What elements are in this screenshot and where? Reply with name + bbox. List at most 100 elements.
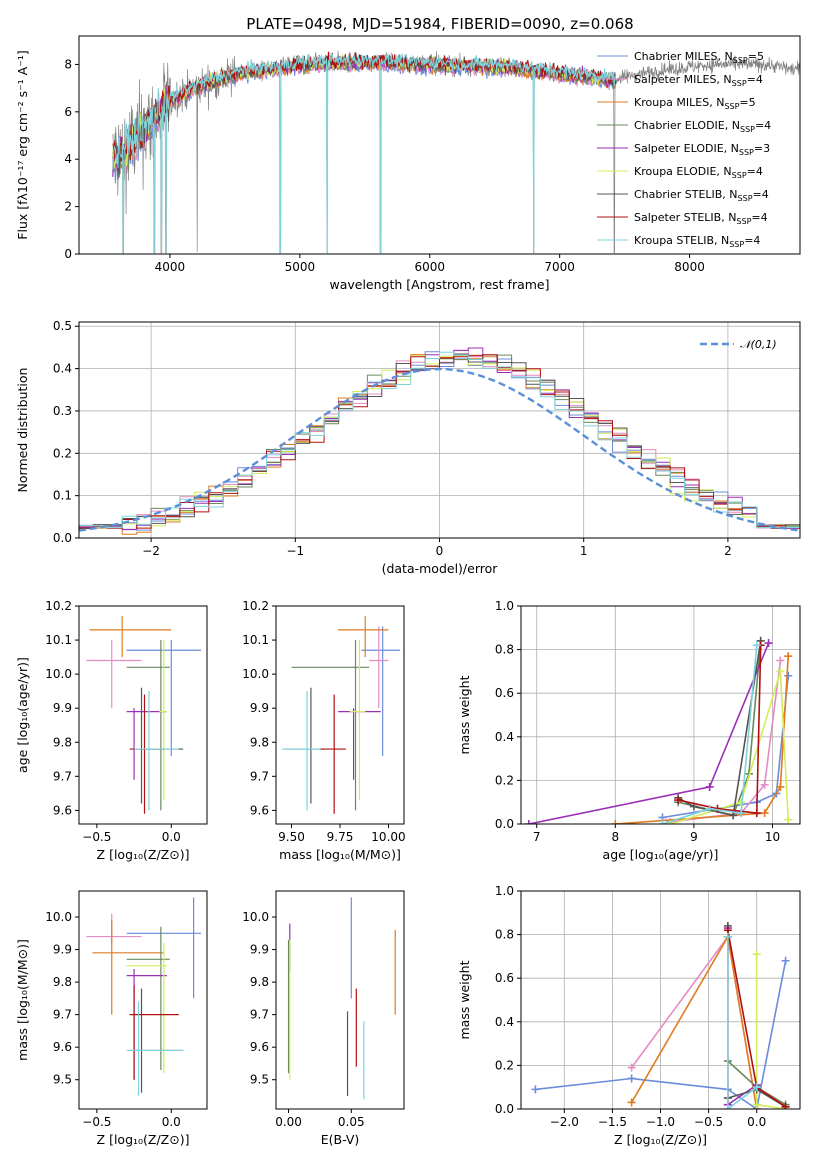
- y-tick-label: 9.5: [53, 1073, 72, 1087]
- legend-text: Kroupa MILES, N: [634, 96, 724, 109]
- weight-point: [760, 780, 769, 789]
- weight-point: [627, 1074, 636, 1083]
- residual-histogram: [79, 351, 800, 529]
- panel-mass_vs_EBV: 0.00 0.05 9.5 9.6 9.7 9.8 9.9 10.0 E(B-V): [242, 890, 405, 1147]
- y-tick-label: 0.1: [53, 489, 72, 503]
- axes-frame: [520, 605, 801, 825]
- y-axis-label: age [log₁₀(age/yr)]: [15, 657, 30, 773]
- weight-series-line: [670, 671, 789, 824]
- legend-entry: Chabrier MILES, NSSP=5: [634, 50, 764, 65]
- weight-point: [752, 1100, 761, 1109]
- y-tick-label: 6: [64, 105, 72, 119]
- x-tick-label: 5000: [285, 260, 316, 274]
- y-tick-label: 1.0: [495, 599, 514, 613]
- x-axis-label: Z [log₁₀(Z/Z⊙)]: [97, 847, 190, 862]
- weight-point: [531, 1085, 540, 1094]
- y-tick-label: 9.9: [250, 701, 269, 715]
- legend-subscript: SSP: [732, 171, 747, 180]
- weight-point: [784, 815, 793, 824]
- y-tick-label: 9.8: [53, 735, 72, 749]
- y-tick-label: 0.4: [495, 1015, 514, 1029]
- weight-point: [781, 956, 790, 965]
- weight-point: [784, 652, 793, 661]
- y-tick-label: 9.6: [250, 1040, 269, 1054]
- y-tick-label: 9.7: [250, 1008, 269, 1022]
- legend-value: =4: [755, 119, 771, 132]
- x-axis-label: Z [log₁₀(Z/Z⊙)]: [614, 1132, 707, 1147]
- legend-entry: Chabrier ELODIE, NSSP=4: [634, 119, 771, 134]
- y-tick-label: 9.7: [250, 769, 269, 783]
- x-tick-label: −2.0: [550, 1115, 579, 1129]
- x-tick-label: −0.5: [82, 830, 111, 844]
- y-tick-label: 9.8: [53, 975, 72, 989]
- legend-subscript: SSP: [738, 194, 753, 203]
- axes-frame: [275, 890, 405, 1110]
- panel-age_vs_Z: −0.5 0.0 9.6 9.7 9.8 9.9 10.0 10.1 10.2 Z [log₁₀(…: [15, 599, 208, 862]
- y-tick-label: 10.1: [242, 633, 269, 647]
- legend-entry: Chabrier STELIB, NSSP=4: [634, 188, 769, 203]
- x-axis-label: E(B-V): [321, 1132, 360, 1147]
- legend-value: =5: [739, 96, 755, 109]
- y-tick-label: 4: [64, 152, 72, 166]
- y-tick-label: 0.2: [495, 773, 514, 787]
- y-tick-label: 0.0: [495, 1102, 514, 1116]
- legend-subscript: SSP: [736, 217, 751, 226]
- legend-subscript: SSP: [739, 148, 754, 157]
- weight-series-line: [727, 936, 758, 1109]
- residual-histogram: [79, 354, 800, 529]
- weight-point: [705, 782, 714, 791]
- y-tick-label: 0.6: [495, 686, 514, 700]
- legend-text: Chabrier MILES, N: [634, 50, 733, 63]
- y-tick-label: 10.0: [242, 667, 269, 681]
- x-tick-label: 9.50: [278, 830, 305, 844]
- y-tick-label: 9.9: [53, 701, 72, 715]
- y-axis-label: mass weight: [457, 675, 472, 754]
- weight-point: [752, 809, 761, 818]
- x-tick-label: 10: [765, 830, 780, 844]
- weight-point: [737, 809, 746, 818]
- y-tick-label: 9.7: [53, 769, 72, 783]
- legend-text: Salpeter STELIB, N: [634, 211, 736, 224]
- y-tick-label: 10.2: [242, 599, 269, 613]
- y-tick-label: 10.1: [45, 633, 72, 647]
- legend-text: Salpeter ELODIE, N: [634, 142, 739, 155]
- x-tick-label: −0.5: [82, 1115, 111, 1129]
- y-axis-label: mass weight: [457, 960, 472, 1039]
- y-tick-label: 10.2: [45, 599, 72, 613]
- weight-point: [524, 820, 533, 824]
- legend-entry: Salpeter ELODIE, NSSP=3: [634, 142, 770, 157]
- y-tick-label: 10.0: [45, 667, 72, 681]
- legend-value: =4: [753, 188, 769, 201]
- panel-weight_vs_age: 7 8 9 10 0.0 0.2 0.4 0.6 0.8 1.0 age [log₁₀(age/yr…: [457, 599, 801, 862]
- weight-point: [611, 820, 620, 824]
- weight-point: [723, 1105, 732, 1109]
- weight-point: [752, 641, 761, 650]
- y-tick-label: 9.5: [250, 1073, 269, 1087]
- y-tick-label: 0.6: [495, 971, 514, 985]
- x-axis-label: (data-model)/error: [382, 561, 499, 576]
- model-spectrum-line: [112, 52, 616, 253]
- weight-series-line: [670, 660, 782, 823]
- x-tick-label: 1: [580, 544, 588, 558]
- y-tick-label: 1.0: [495, 884, 514, 898]
- x-tick-label: 0.05: [338, 1115, 365, 1129]
- y-axis-label: Normed distribution: [15, 368, 30, 493]
- legend-subscript: SSP: [729, 240, 744, 249]
- x-tick-label: 7000: [544, 260, 575, 274]
- y-tick-label: 0.2: [53, 446, 72, 460]
- y-tick-label: 0.5: [53, 319, 72, 333]
- weight-point: [627, 1063, 636, 1072]
- weight-point: [658, 820, 667, 824]
- x-axis-label: wavelength [Angstrom, rest frame]: [329, 277, 549, 292]
- x-tick-label: −1: [286, 544, 304, 558]
- weight-point: [776, 656, 785, 665]
- legend-text: Kroupa ELODIE, N: [634, 165, 732, 178]
- x-tick-label: 8: [611, 830, 619, 844]
- panel-age_vs_mass: 9.50 9.75 10.00 9.6 9.7 9.8 9.9 10.0 10.1 10.2 mas…: [242, 599, 405, 862]
- x-axis-label: Z [log₁₀(Z/Z⊙)]: [97, 1132, 190, 1147]
- axes-frame: [78, 890, 208, 1110]
- legend-entry: Salpeter STELIB, NSSP=4: [634, 211, 768, 226]
- y-tick-label: 0: [64, 247, 72, 261]
- y-tick-label: 0.3: [53, 404, 72, 418]
